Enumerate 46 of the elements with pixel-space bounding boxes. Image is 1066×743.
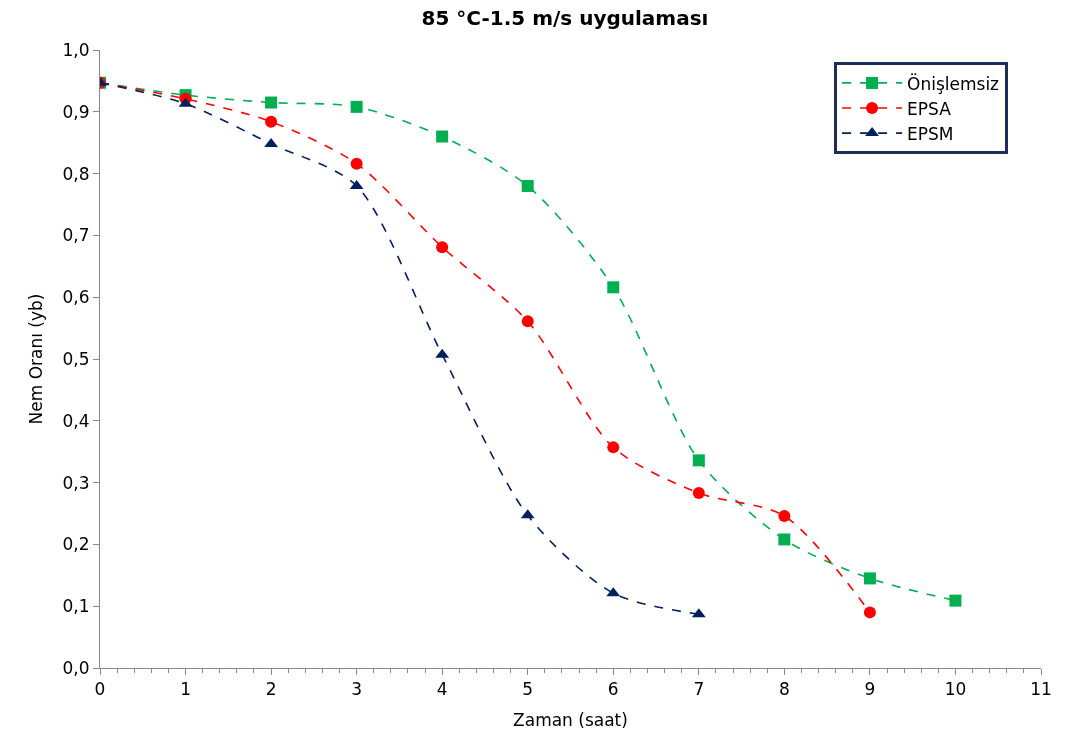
legend-label: Önişlemsiz [907,72,1000,94]
point [521,179,534,192]
point [778,533,791,546]
x-tick-label: 1 [180,679,191,700]
point [436,241,449,254]
point [265,115,278,128]
y-tick-label: 0,2 [62,534,90,555]
point [607,441,620,454]
point [350,157,363,170]
y-tick-label: 0,6 [62,287,90,308]
y-tick-label: 0,4 [62,410,90,431]
point [778,509,791,522]
point [863,606,876,619]
y-tick-label: 1,0 [62,39,90,60]
point [692,454,705,467]
y-tick-label: 0,7 [62,225,90,246]
chart-title: 85 °C-1.5 m/s uygulaması [421,6,709,31]
point [949,594,962,607]
point [521,315,534,328]
x-tick-label: 0 [94,679,106,700]
x-tick-label: 5 [522,679,534,700]
y-tick-label: 0,8 [62,163,90,184]
x-tick-label: 4 [436,679,448,700]
legend-label: EPSM [907,123,954,144]
point [863,572,876,585]
x-tick-label: 11 [1030,679,1052,700]
point [607,281,620,294]
point [350,100,363,113]
x-axis-title: Zaman (saat) [513,709,628,730]
y-tick-label: 0,1 [62,596,90,617]
x-tick-label: 3 [351,679,363,700]
legend-label: EPSA [907,98,952,119]
x-tick-label: 10 [944,679,967,700]
x-tick-label: 9 [864,679,876,700]
x-tick-label: 7 [693,679,705,700]
x-tick-label: 8 [778,679,790,700]
y-tick-label: 0,0 [62,657,90,678]
y-tick-label: 0,3 [62,472,90,493]
y-tick-label: 0,5 [62,348,90,369]
x-tick-label: 6 [607,679,619,700]
point [692,487,705,500]
y-axis-title: Nem Oranı (yb) [26,293,47,425]
point [265,96,278,109]
x-tick-label: 2 [265,679,277,700]
y-tick-label: 0,9 [62,101,90,122]
point [436,130,449,143]
